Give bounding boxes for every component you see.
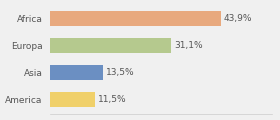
Text: 13,5%: 13,5% — [106, 68, 134, 77]
Text: 31,1%: 31,1% — [174, 41, 203, 50]
Bar — [50, 11, 221, 26]
Text: 43,9%: 43,9% — [224, 14, 252, 23]
Text: 11,5%: 11,5% — [98, 95, 127, 104]
Bar — [50, 65, 103, 80]
Bar — [50, 38, 171, 53]
Bar — [50, 92, 95, 107]
